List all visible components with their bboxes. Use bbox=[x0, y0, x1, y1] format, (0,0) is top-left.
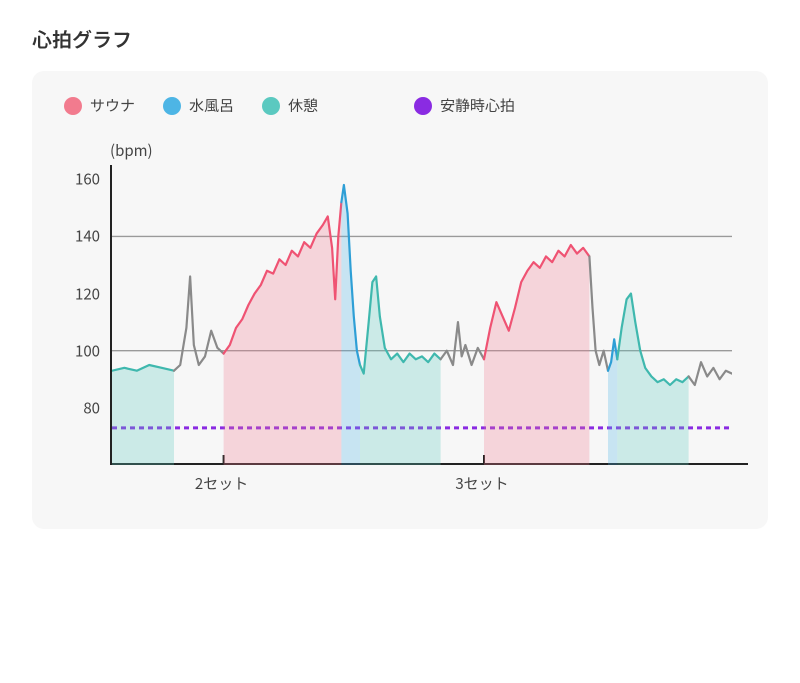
legend-rest: 休憩 bbox=[262, 95, 318, 116]
swatch-sauna bbox=[64, 97, 82, 115]
legend-sauna-label: サウナ bbox=[90, 95, 135, 116]
swatch-resting-hr bbox=[414, 97, 432, 115]
y-tick-label: 80 bbox=[83, 397, 100, 418]
y-tick-label: 100 bbox=[75, 340, 100, 361]
legend-bath: 水風呂 bbox=[163, 95, 234, 116]
legend-bath-label: 水風呂 bbox=[189, 95, 234, 116]
y-tick-label: 160 bbox=[75, 169, 100, 190]
legend: サウナ 水風呂 休憩 安静時心拍 bbox=[52, 95, 748, 116]
legend-sauna: サウナ bbox=[64, 95, 135, 116]
chart-panel: サウナ 水風呂 休憩 安静時心拍 (bpm) 80 100 120 140 160 2セ… bbox=[32, 71, 768, 529]
page-title: 心拍グラフ bbox=[32, 24, 768, 53]
x-axis: 2セット 3セット bbox=[110, 473, 730, 501]
y-axis: 80 100 120 140 160 bbox=[52, 165, 110, 465]
x-tick-label: 2セット bbox=[195, 473, 248, 494]
legend-rest-label: 休憩 bbox=[288, 95, 318, 116]
legend-resting-hr: 安静時心拍 bbox=[414, 95, 515, 116]
plot-svg bbox=[112, 165, 732, 465]
y-tick-label: 140 bbox=[75, 226, 100, 247]
y-axis-label: (bpm) bbox=[110, 140, 748, 161]
legend-resting-hr-label: 安静時心拍 bbox=[440, 95, 515, 116]
x-tick-label: 3セット bbox=[455, 473, 508, 494]
chart: 80 100 120 140 160 bbox=[52, 165, 748, 465]
swatch-bath bbox=[163, 97, 181, 115]
swatch-rest bbox=[262, 97, 280, 115]
y-tick-label: 120 bbox=[75, 283, 100, 304]
plot-area bbox=[110, 165, 748, 465]
